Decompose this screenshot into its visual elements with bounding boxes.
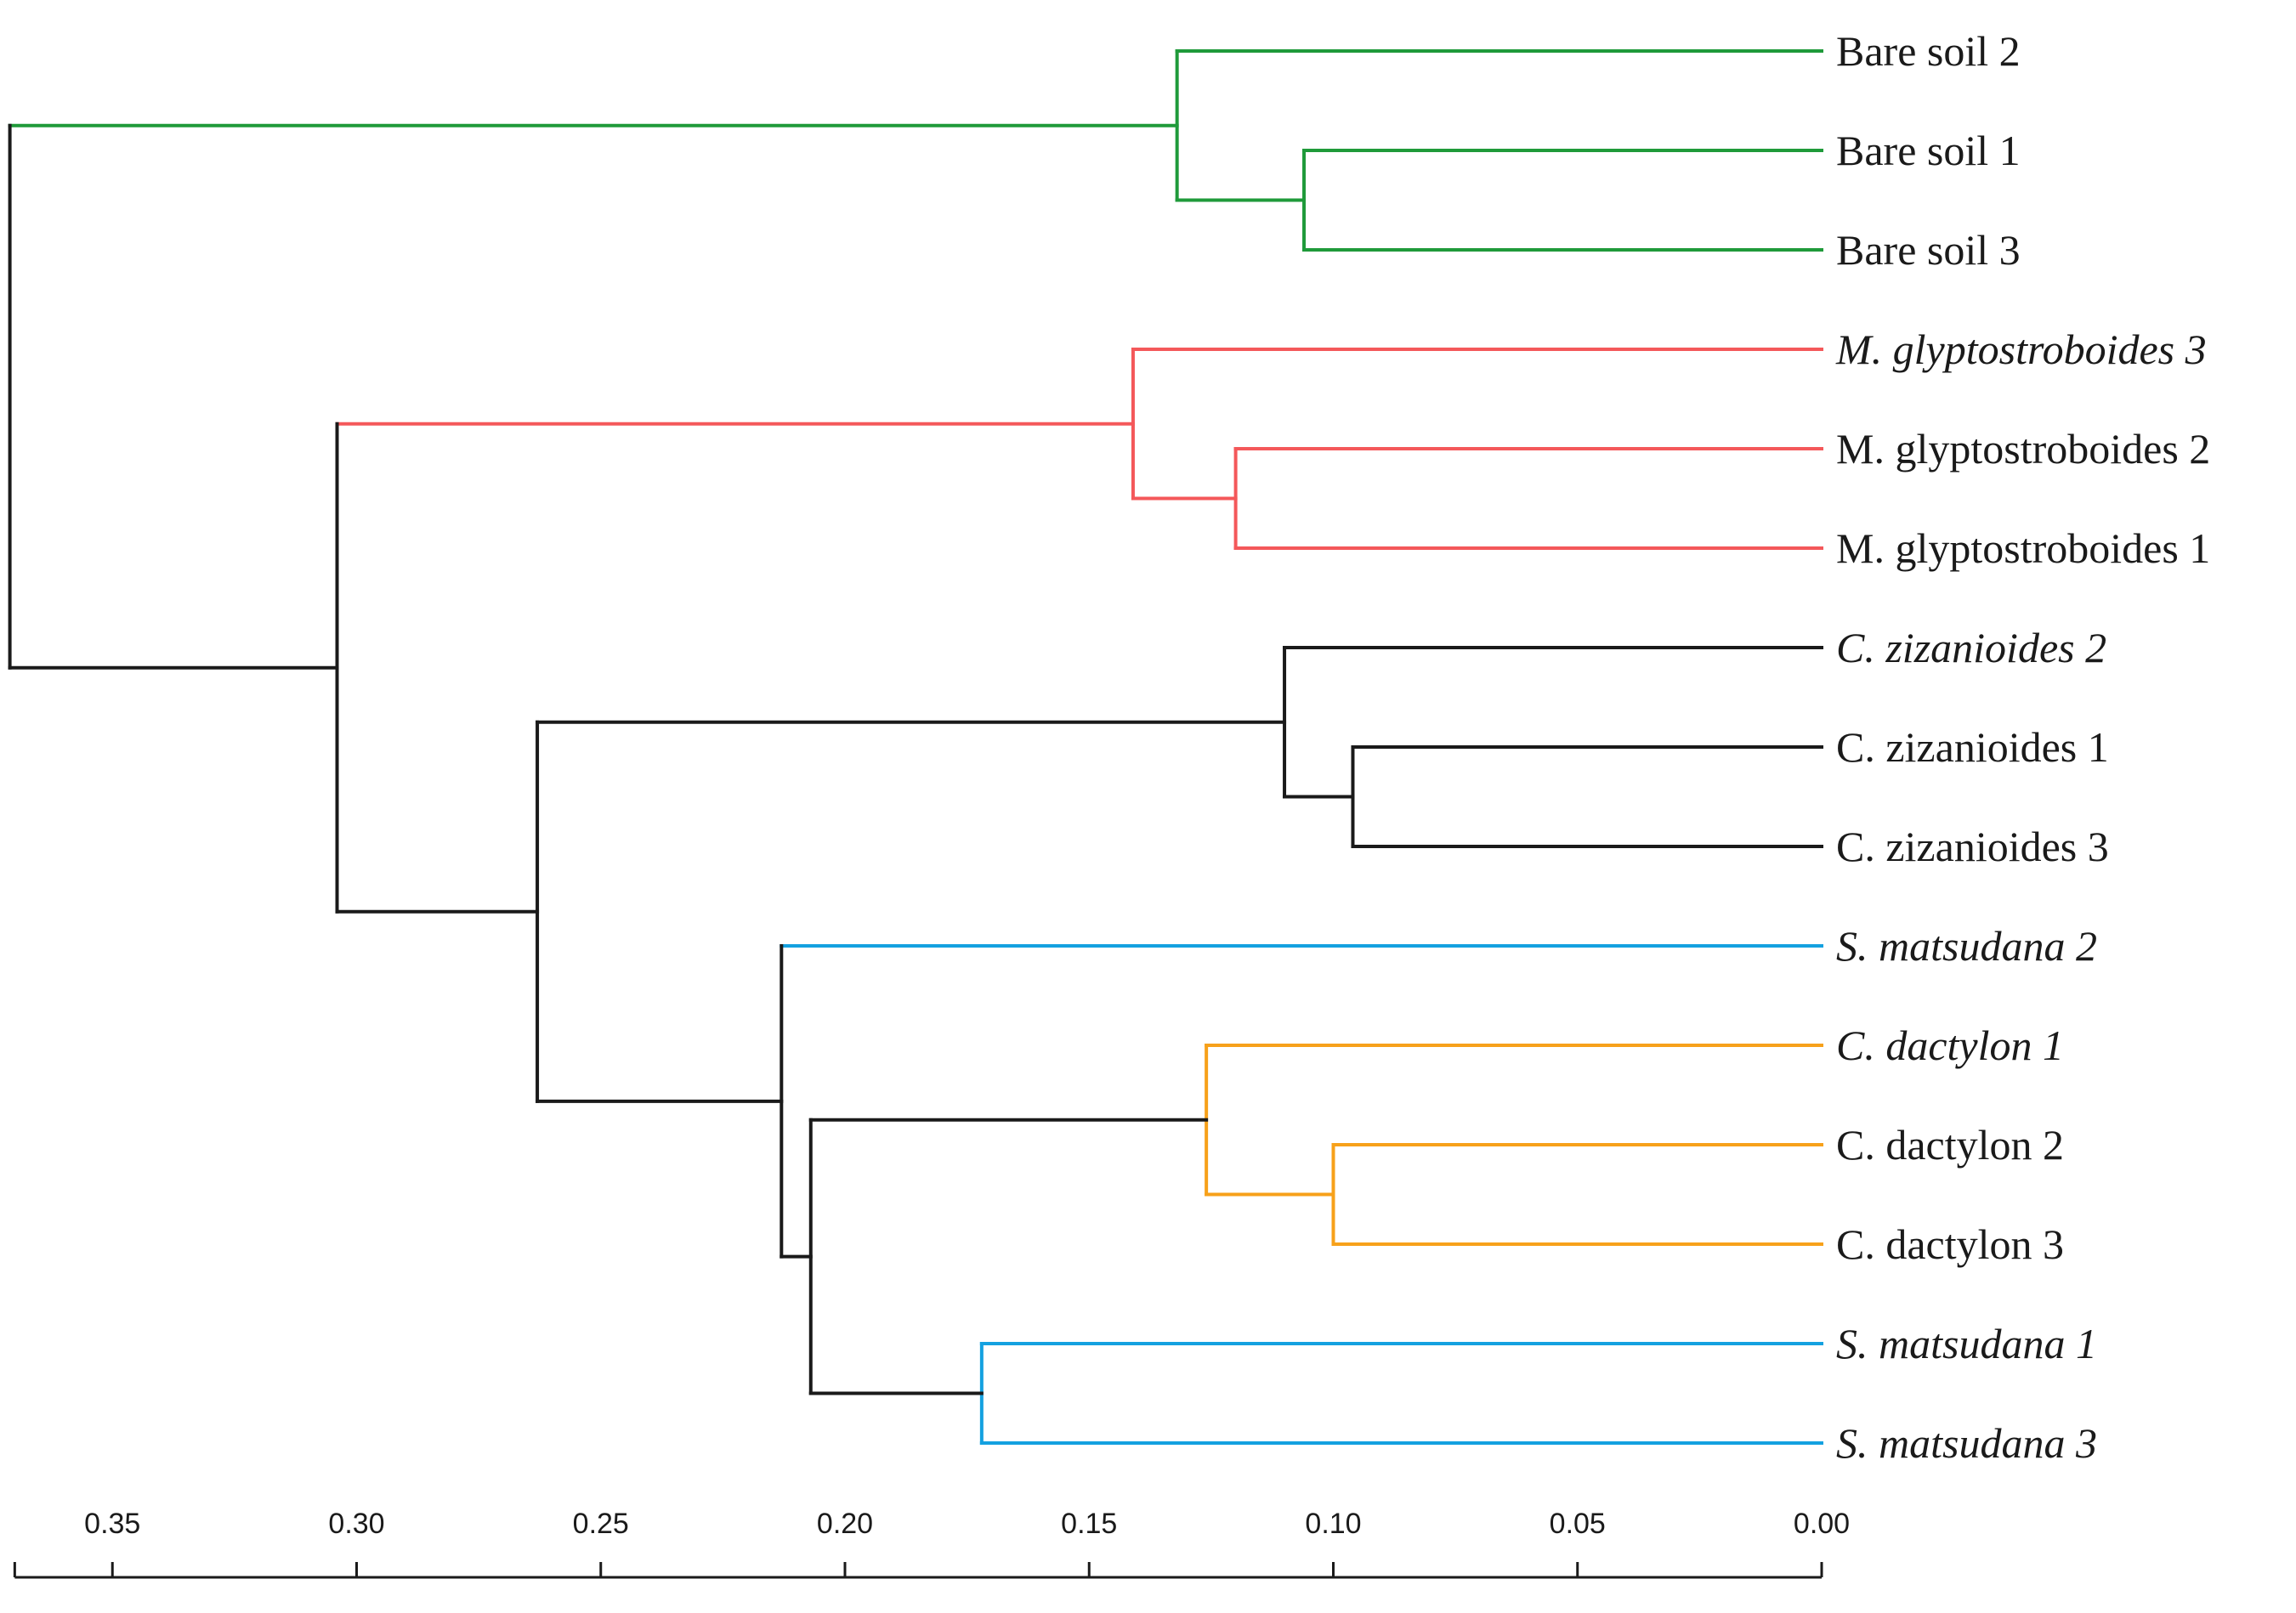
x-axis-tick-label-4: 0.15 [1061, 1508, 1117, 1540]
leaf-label-6: M. glyptostroboides 1 [1836, 524, 2210, 572]
x-axis-tick-label-6: 0.05 [1550, 1508, 1606, 1540]
leaf-label-5: M. glyptostroboides 2 [1836, 425, 2210, 473]
leaf-label-4: M. glyptostroboides 3 [1835, 325, 2207, 373]
x-axis-tick-label-3: 0.20 [817, 1508, 873, 1540]
leaf-label-15: S. matsudana 3 [1836, 1419, 2097, 1467]
dendrogram-branches [8, 49, 1823, 1445]
leaf-label-13: C. dactylon 3 [1836, 1220, 2064, 1268]
leaf-label-1: Bare soil 2 [1836, 27, 2021, 75]
leaf-label-8: C. zizanioides 1 [1836, 723, 2109, 771]
x-axis-tick-label-1: 0.30 [328, 1508, 384, 1540]
x-axis-tick-label-7: 0.00 [1794, 1508, 1850, 1540]
x-axis-tick-label-5: 0.10 [1305, 1508, 1361, 1540]
leaf-label-7: C. zizanioides 2 [1836, 624, 2106, 671]
x-axis: 0.35 0.30 0.25 0.20 0.15 0.10 0.05 0.00 [13, 1508, 1850, 1579]
leaf-label-10: S. matsudana 2 [1836, 922, 2097, 970]
leaf-label-14: S. matsudana 1 [1836, 1320, 2097, 1367]
leaf-label-9: C. zizanioides 3 [1836, 823, 2109, 870]
leaf-label-3: Bare soil 3 [1836, 226, 2021, 274]
leaf-label-2: Bare soil 1 [1836, 127, 2021, 174]
x-axis-tick-label-2: 0.25 [573, 1508, 629, 1540]
x-axis-ticks: 0.35 0.30 0.25 0.20 0.15 0.10 0.05 0.00 [13, 1508, 1850, 1577]
x-axis-tick-label-0: 0.35 [84, 1508, 140, 1540]
leaf-label-12: C. dactylon 2 [1836, 1121, 2064, 1169]
leaf-labels: Bare soil 2 Bare soil 1 Bare soil 3 M. glyp… [1835, 27, 2210, 1467]
leaf-label-11: C. dactylon 1 [1836, 1022, 2064, 1069]
